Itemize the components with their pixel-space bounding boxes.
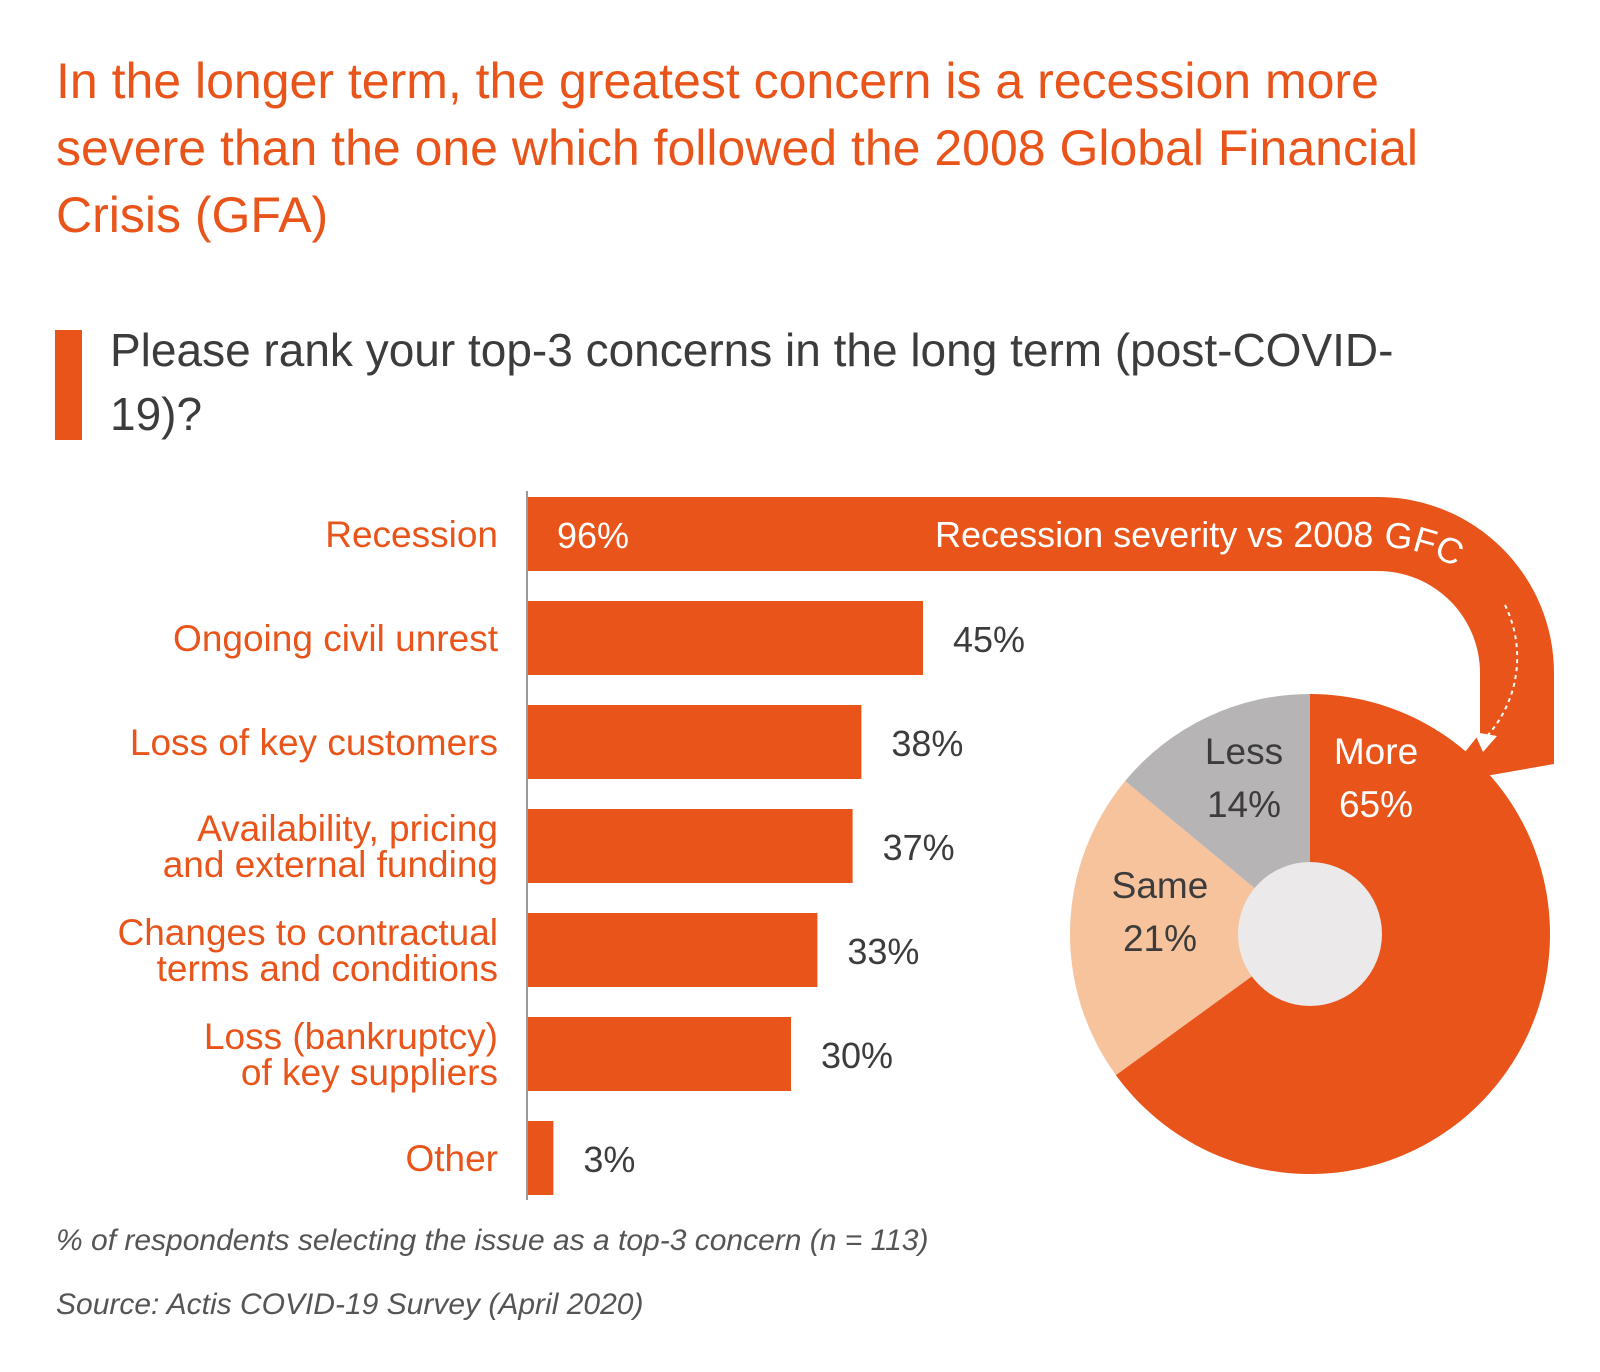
bar-chart: Recession Ongoing civil unrest 45% Loss of …: [117, 514, 1025, 1195]
pie-label-more: More: [1334, 731, 1418, 772]
bar-ongoing-civil-unrest: [527, 601, 923, 675]
bar-loss-of-key-customers: [527, 705, 862, 779]
footnote: % of respondents selecting the issue as …: [56, 1224, 929, 1257]
bar-changes-to-contractual-terms-and-conditions: [527, 913, 818, 987]
donut-hole: [1238, 862, 1382, 1006]
category-label-recession: Recession: [325, 514, 498, 555]
recession-connector: 96% Recession severity vs 2008 GFC: [527, 497, 1554, 784]
headline: In the longer term, the greatest concern…: [56, 53, 1418, 243]
value-label-ongoing-civil-unrest: 45%: [953, 619, 1025, 660]
dotted-arrow: [1487, 604, 1519, 736]
question-title: Please rank your top-3 concerns in the l…: [110, 324, 1394, 440]
pie-value-more: 65%: [1339, 784, 1413, 825]
pie-label-less: Less: [1205, 731, 1283, 772]
bar-availability-pricing-and-external-funding: [527, 809, 853, 883]
bar-recession: [527, 497, 1554, 784]
pie-value-less: 14%: [1207, 784, 1281, 825]
value-label-other: 3%: [583, 1139, 635, 1180]
pie-value-same: 21%: [1123, 918, 1197, 959]
category-label-availability-pricing-and-external-funding: Availability, pricing and external fundin…: [163, 808, 498, 885]
category-label-other: Other: [405, 1138, 498, 1179]
value-label-changes-to-contractual-terms-and-conditions: 33%: [847, 931, 919, 972]
value-label-loss-bankruptcy-of-key-suppliers: 30%: [821, 1035, 893, 1076]
question-marker: [55, 330, 82, 440]
value-label-availability-pricing-and-external-funding: 37%: [883, 827, 955, 868]
category-label-changes-to-contractual-terms-and-conditions: Changes to contractual terms and conditio…: [117, 912, 498, 989]
value-label-recession: 96%: [557, 515, 629, 556]
category-label-loss-of-key-customers: Loss of key customers: [130, 722, 498, 763]
chart-canvas: 96% Recession severity vs 2008 GFC Recess…: [117, 491, 1554, 1200]
category-label-loss-bankruptcy-of-key-suppliers: Loss (bankruptcy) of key suppliers: [204, 1016, 498, 1093]
source-note: Source: Actis COVID-19 Survey (April 202…: [56, 1288, 644, 1321]
category-label-ongoing-civil-unrest: Ongoing civil unrest: [173, 618, 499, 659]
pie-label-same: Same: [1112, 865, 1209, 906]
severity-donut: More 65% Same 21% Less 14%: [1070, 694, 1551, 1175]
pie-slice-less: [1125, 694, 1310, 934]
bar-loss-bankruptcy-of-key-suppliers: [527, 1017, 791, 1091]
arrow-head-icon: [1474, 732, 1497, 752]
pie-slice-same: [1070, 781, 1310, 1076]
bar-other: [527, 1121, 554, 1195]
value-label-loss-of-key-customers: 38%: [891, 723, 963, 764]
